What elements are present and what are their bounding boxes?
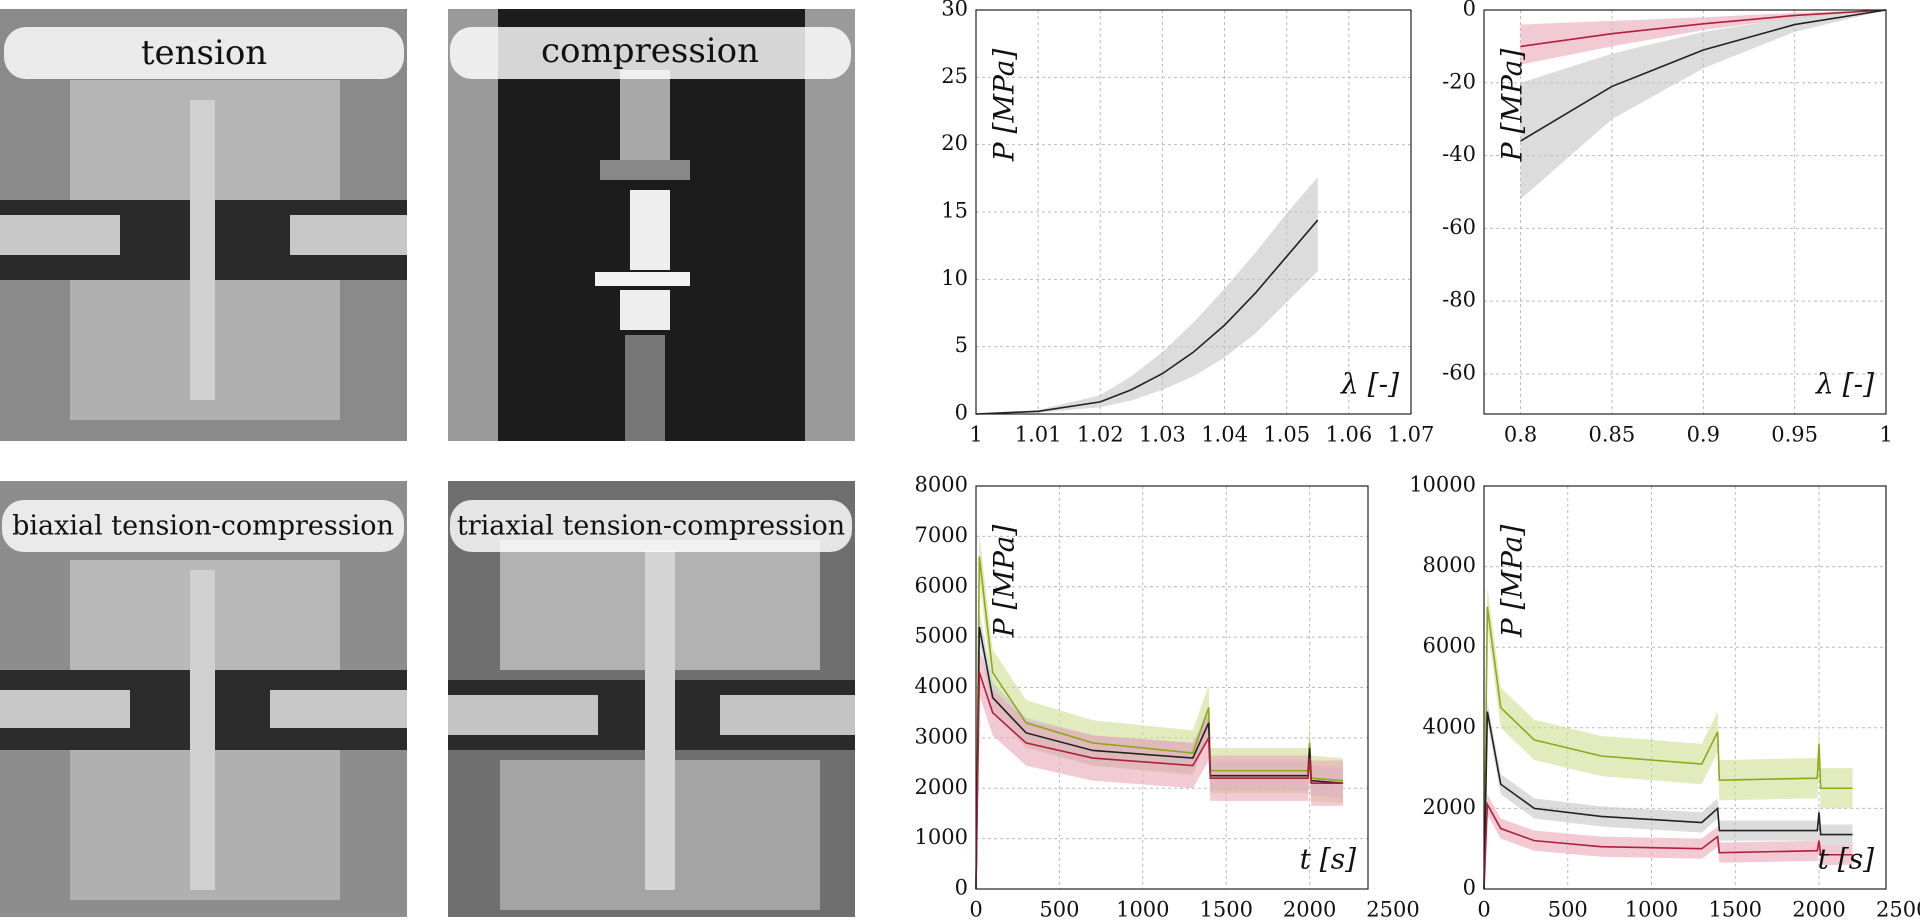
y-tick-label: 1000 (915, 825, 968, 849)
photo-tension: tension (0, 9, 407, 441)
y-axis-label: P [MPa] (988, 525, 1021, 639)
y-tick-label: -40 (1442, 142, 1476, 166)
band (1520, 10, 1886, 200)
x-tick-label: 1.07 (1388, 423, 1435, 447)
y-tick-label: 2000 (915, 775, 968, 799)
band (976, 649, 1343, 889)
y-tick-label: 6000 (1423, 634, 1476, 658)
x-tick-label: 0.85 (1589, 423, 1636, 447)
y-tick-label: 0 (955, 401, 968, 425)
plot-frame (975, 485, 1369, 890)
y-tick-label: 0 (1463, 876, 1476, 900)
y-tick-label: 7000 (915, 523, 968, 547)
line (1520, 9, 1887, 142)
x-tick-label: 1.03 (1139, 423, 1186, 447)
y-tick-label: 6000 (915, 573, 968, 597)
line (1483, 711, 1853, 890)
photo-compression: compression (448, 9, 855, 441)
y-tick-label: 4000 (1423, 714, 1476, 738)
x-tick-label: 500 (1548, 898, 1588, 921)
x-tick-label: 0 (1477, 898, 1490, 921)
band (1484, 794, 1853, 889)
band (1520, 10, 1886, 65)
y-tick-label: 10000 (1409, 473, 1476, 497)
photo-label: triaxial tension-compression (457, 511, 845, 542)
y-tick-label: 0 (955, 876, 968, 900)
band (1484, 586, 1853, 889)
x-axis-label: λ [-] (1815, 368, 1874, 401)
plot-frame (1483, 485, 1887, 890)
y-tick-label: -60 (1442, 360, 1476, 384)
y-tick-label: 8000 (1423, 553, 1476, 577)
band (976, 176, 1318, 414)
y-tick-label: 20 (941, 131, 968, 155)
line (1483, 606, 1853, 890)
photo-label: biaxial tension-compression (12, 511, 394, 542)
x-tick-label: 1 (969, 423, 982, 447)
x-tick-label: 1 (1879, 423, 1892, 447)
y-tick-label: -60 (1442, 215, 1476, 239)
y-tick-label: 8000 (915, 473, 968, 497)
line (975, 219, 1319, 415)
photo-triaxial: triaxial tension-compression (448, 481, 855, 917)
x-tick-label: 2000 (1792, 898, 1845, 921)
x-tick-label: 1.04 (1201, 423, 1248, 447)
plot-frame (975, 9, 1412, 415)
y-tick-label: 5 (955, 333, 968, 357)
x-tick-label: 1.05 (1263, 423, 1310, 447)
x-tick-label: 1500 (1199, 898, 1252, 921)
y-tick-label: 10 (941, 266, 968, 290)
y-tick-label: -80 (1442, 288, 1476, 312)
x-tick-label: 1500 (1709, 898, 1762, 921)
chart: 0 2000 4000 6000 8000 10000 0 500 1000 1500 2000 25… (1409, 473, 1920, 921)
x-tick-label: 0.95 (1771, 423, 1818, 447)
x-tick-label: 2000 (1283, 898, 1336, 921)
photo-label: tension (141, 33, 267, 73)
x-tick-label: 0 (969, 898, 982, 921)
chart: 0 -20 -40 -60 -80 -60 0.8 0.85 0.9 0.95 1 P [MPa] λ … (1442, 0, 1893, 447)
plot-frame (1483, 9, 1887, 415)
y-axis-label: P [MPa] (1496, 525, 1529, 639)
y-tick-label: 15 (941, 199, 968, 223)
x-tick-label: 1.01 (1015, 423, 1062, 447)
y-tick-label: 30 (941, 0, 968, 21)
band (976, 533, 1343, 889)
chart: 0 5 10 15 20 25 30 1 1.01 1.02 1.03 1.04 1.05 1.06 1.0… (941, 0, 1434, 447)
photo-label: compression (541, 31, 759, 71)
y-tick-label: 0 (1463, 0, 1476, 21)
line (975, 626, 1344, 890)
y-axis-label: P [MPa] (1496, 49, 1529, 163)
x-axis-label: λ [-] (1340, 368, 1399, 401)
x-tick-label: 1.02 (1077, 423, 1124, 447)
y-tick-label: 3000 (915, 724, 968, 748)
photo-biaxial: biaxial tension-compression (0, 481, 407, 917)
x-tick-label: 1000 (1116, 898, 1169, 921)
x-tick-label: 2500 (1876, 898, 1920, 921)
line (975, 672, 1343, 890)
x-tick-label: 2500 (1366, 898, 1419, 921)
x-tick-label: 500 (1039, 898, 1079, 921)
y-tick-label: -20 (1442, 69, 1476, 93)
chart: 0 1000 2000 3000 4000 5000 6000 7000 8000 0 500 100… (915, 473, 1420, 921)
y-tick-label: 5000 (915, 624, 968, 648)
x-tick-label: 0.8 (1504, 423, 1537, 447)
line (1483, 801, 1853, 890)
y-tick-label: 25 (941, 64, 968, 88)
x-tick-label: 1.06 (1325, 423, 1372, 447)
x-tick-label: 1000 (1625, 898, 1678, 921)
y-tick-label: 4000 (915, 674, 968, 698)
x-axis-label: t [s] (1300, 843, 1356, 876)
y-tick-label: 2000 (1423, 795, 1476, 819)
x-axis-label: t [s] (1818, 843, 1874, 876)
x-tick-label: 0.9 (1687, 423, 1720, 447)
line (1520, 9, 1887, 48)
y-axis-label: P [MPa] (988, 49, 1021, 163)
